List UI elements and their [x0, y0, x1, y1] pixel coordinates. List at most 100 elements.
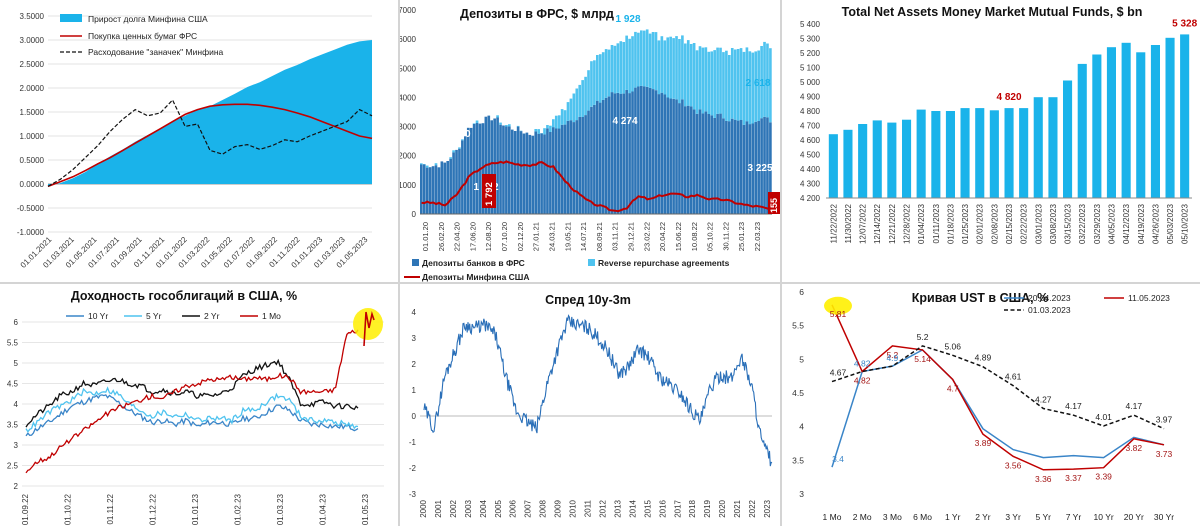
- bar-reverse-repo: [546, 125, 549, 129]
- x-tick-label: 03/15/2023: [1064, 203, 1073, 244]
- bar-reverse-repo: [622, 42, 626, 94]
- bar-reverse-repo: [584, 76, 587, 115]
- bar: [1150, 45, 1160, 198]
- bar-bank-deposits: [581, 116, 584, 214]
- x-tick-label: 2023: [763, 499, 772, 517]
- bar-bank-deposits: [472, 123, 476, 214]
- bar: [1077, 63, 1087, 199]
- bar-reverse-repo: [434, 163, 438, 166]
- bar-reverse-repo: [707, 51, 711, 114]
- x-tick-label: 2015: [643, 499, 652, 517]
- bar-bank-deposits: [654, 90, 658, 214]
- x-tick-label: 30 Yr: [1154, 512, 1174, 522]
- bar-bank-deposits: [725, 120, 728, 214]
- x-tick-label: 2007: [524, 499, 533, 517]
- legend-swatch-rrp: [588, 259, 595, 266]
- bar-reverse-repo: [675, 36, 678, 100]
- y-tick-label: 4 800: [800, 107, 821, 116]
- x-tick-label: 2021: [733, 499, 742, 517]
- bar-bank-deposits: [546, 128, 549, 214]
- bar-bank-deposits: [464, 136, 467, 214]
- bar-bank-deposits: [543, 134, 546, 214]
- bar-reverse-repo: [596, 55, 599, 101]
- bar-bank-deposits: [648, 87, 652, 214]
- x-tick-label: 2008: [539, 499, 548, 517]
- bar-bank-deposits: [587, 110, 590, 214]
- data-label-01-03: 5.2: [917, 332, 929, 342]
- bar-reverse-repo: [686, 40, 690, 106]
- bar-bank-deposits: [675, 99, 678, 214]
- x-tick-label: 01.03.23: [276, 493, 285, 525]
- bar-reverse-repo: [689, 44, 693, 107]
- bar-reverse-repo: [537, 129, 540, 134]
- bar-reverse-repo: [728, 55, 731, 122]
- x-tick-label: 1 Yr: [945, 512, 961, 522]
- y-tick-label: 5 300: [800, 35, 821, 44]
- series-line: [831, 348, 1165, 468]
- bar-reverse-repo: [604, 49, 608, 98]
- x-tick-label: 05/10/2023: [1181, 203, 1190, 244]
- bar: [872, 120, 882, 198]
- x-tick-label: 01.09.22: [21, 493, 30, 525]
- y-tick-label: 3.5000: [20, 12, 45, 21]
- bar-reverse-repo: [508, 124, 511, 127]
- series-line: [25, 386, 359, 433]
- bar-bank-deposits: [745, 121, 749, 214]
- chart-title: Депозиты в ФРС, $ млрд: [460, 7, 614, 21]
- x-tick-label: 10 Yr: [1094, 512, 1114, 522]
- y-tick-label: -3: [409, 490, 417, 499]
- x-tick-label: 7 Yr: [1066, 512, 1082, 522]
- x-tick-label: 2 Yr: [975, 512, 991, 522]
- p4-svg: Доходность гособлигаций в США, % 6 5.5 5 4.5…: [7, 289, 384, 525]
- legend-swatch-banks: [412, 259, 419, 266]
- y-tick-label: -0.5000: [17, 204, 45, 213]
- bar-bank-deposits: [666, 97, 670, 214]
- highlight-spike: [363, 310, 375, 347]
- x-tick-label: 12/14/2022: [873, 203, 882, 244]
- x-tick-label: 02/08/2023: [990, 203, 999, 244]
- bar-bank-deposits: [590, 106, 593, 214]
- x-tick-label: 3 Yr: [1005, 512, 1021, 522]
- bar: [1019, 108, 1029, 198]
- chart-spread-10y-3m: Спред 10y-3m 4 3 2 1 0 -1 -2 -3 2000 2001 2002 2003 2…: [400, 284, 780, 526]
- x-tick-label: 23.02.22: [642, 222, 651, 251]
- bar-bank-deposits: [443, 162, 447, 214]
- x-tick-label: 2004: [479, 499, 488, 517]
- bar-bank-deposits: [748, 124, 752, 214]
- data-label-20-04: 4.82: [854, 358, 871, 368]
- bar-reverse-repo: [733, 49, 737, 120]
- y-tick-label: 4 300: [800, 180, 821, 189]
- y-tick-label: -1: [409, 438, 417, 447]
- bar-reverse-repo: [625, 35, 628, 90]
- bar-reverse-repo: [742, 51, 746, 125]
- y-tick-label: 3000: [400, 123, 417, 132]
- x-tick-label: 12.08.20: [484, 222, 493, 251]
- y-tick-label: 5 200: [800, 49, 821, 58]
- annotation-label: 1 792: [484, 182, 495, 206]
- x-tick-label: 26.02.20: [437, 222, 446, 251]
- y-tick-label: 0: [412, 210, 417, 219]
- x-tick-label: 04/26/2023: [1151, 203, 1160, 244]
- bar-bank-deposits: [522, 133, 526, 214]
- bar-bank-deposits: [601, 99, 605, 214]
- bar-bank-deposits: [549, 132, 552, 214]
- bar-bank-deposits: [566, 120, 570, 214]
- bar-bank-deposits: [672, 98, 675, 214]
- y-tick-label: 4 700: [800, 122, 821, 131]
- x-tick-label: 2003: [464, 499, 473, 517]
- x-tick-label: 01/25/2023: [961, 203, 970, 244]
- x-tick-label: 20.04.22: [658, 222, 667, 251]
- bar: [975, 108, 985, 198]
- legend-label: Расходование "заначек" Минфина: [88, 47, 224, 57]
- bar-reverse-repo: [572, 93, 576, 122]
- bar-reverse-repo: [563, 110, 567, 125]
- bar-bank-deposits: [496, 117, 499, 214]
- bar-bank-deposits: [692, 109, 696, 214]
- bar-bank-deposits: [616, 93, 620, 214]
- bar-reverse-repo: [458, 147, 461, 149]
- bar-bank-deposits: [707, 114, 711, 214]
- series-line: [25, 394, 359, 437]
- bar-bank-deposits: [528, 134, 532, 214]
- bar: [1004, 108, 1014, 198]
